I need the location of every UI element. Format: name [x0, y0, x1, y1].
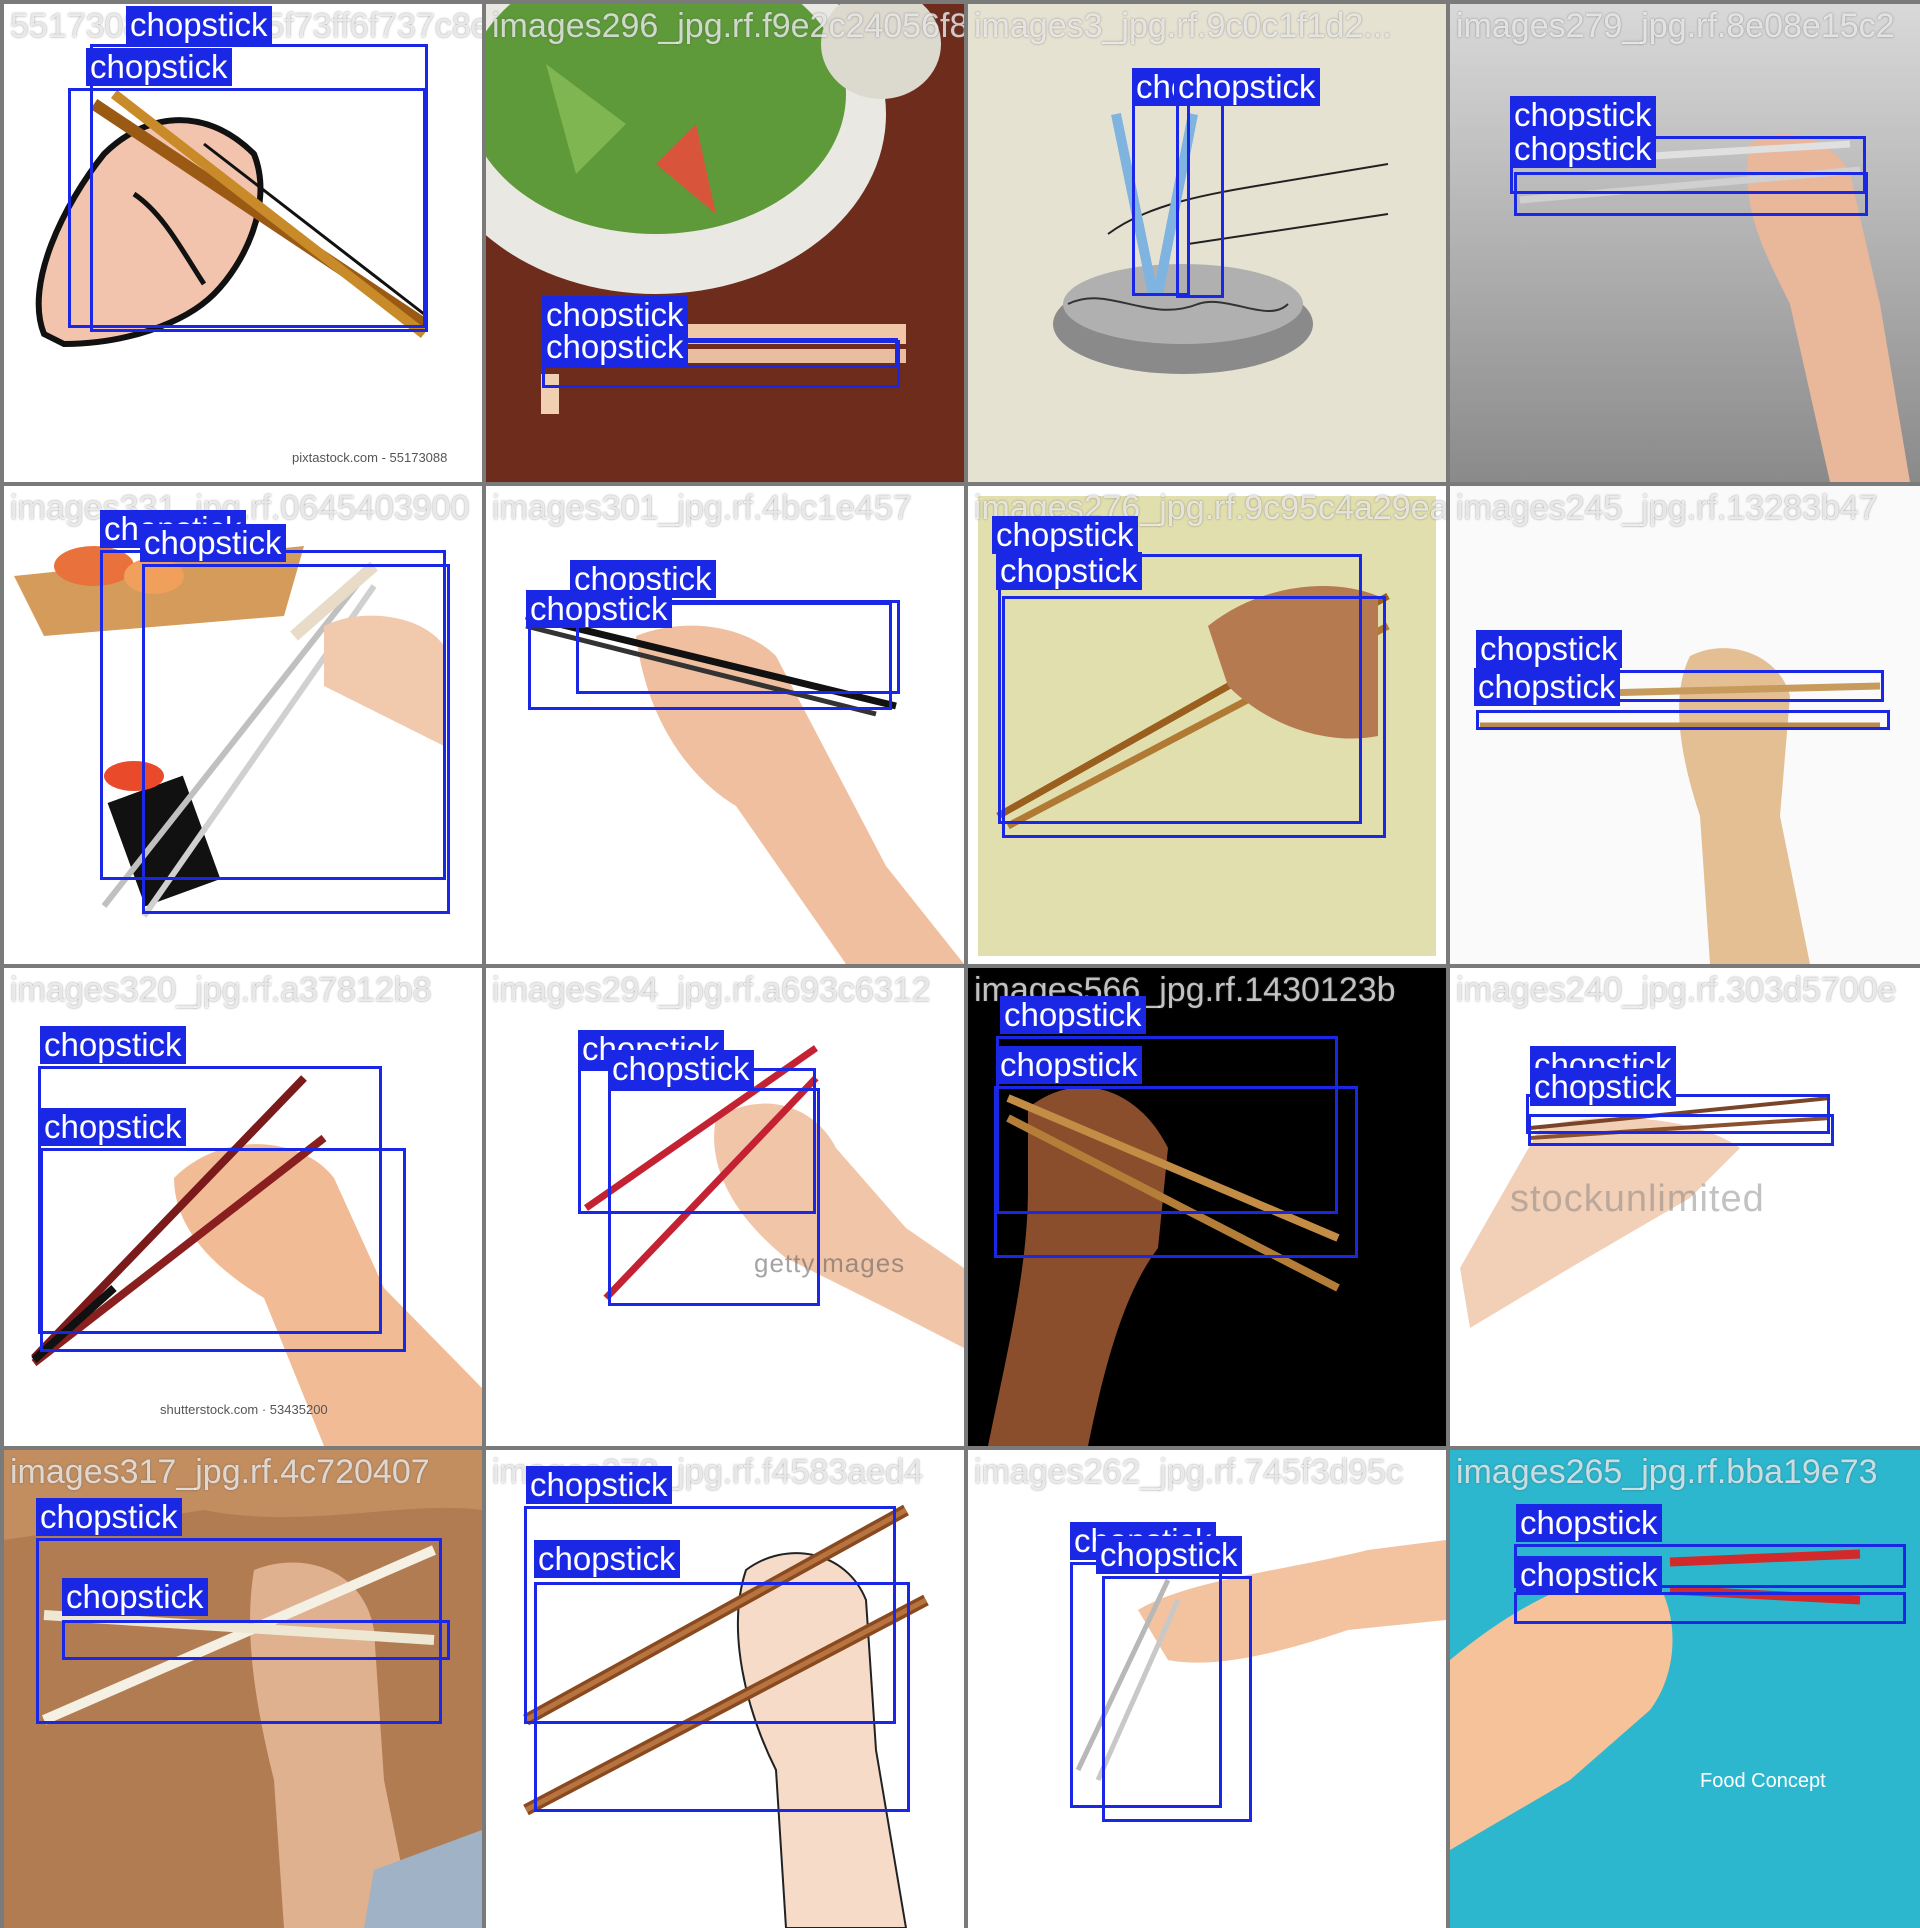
bbox-label: chopstick [996, 1046, 1142, 1084]
bbox-label: chopstick [1096, 1536, 1242, 1574]
image-watermark: shutterstock.com · 53435200 [160, 1402, 328, 1417]
bbox [998, 554, 1362, 824]
bbox [40, 1148, 406, 1352]
bbox-label: chopstick [140, 524, 286, 562]
bbox-label: chopstick [1174, 68, 1320, 106]
bbox-label: chopstick [40, 1108, 186, 1146]
bbox-label: chopstick [1510, 96, 1656, 134]
bbox-label: chopstick [526, 590, 672, 628]
image-filename: images279_jpg.rf.8e08e15c2 [1456, 7, 1895, 45]
tile-9: gettyimages images294_jpg.rf.a693c6312 c… [486, 968, 964, 1446]
bbox-label: chopstick [542, 296, 688, 334]
image-filename: images294_jpg.rf.a693c6312 [492, 971, 931, 1009]
bbox [524, 1506, 896, 1724]
tile-5: images301_jpg.rf.4bc1e457 chopstick chop… [486, 486, 964, 964]
image-filename: images240_jpg.rf.303d5700e [1456, 971, 1897, 1009]
bbox-label: chopstick [40, 1026, 186, 1064]
tile-13: images278_jpg.rf.f4583aed4 chopstick cho… [486, 1450, 964, 1928]
tile-image [1450, 968, 1920, 1446]
bbox [576, 600, 900, 694]
tile-3: images279_jpg.rf.8e08e15c2 chopstick cho… [1450, 4, 1920, 482]
image-filename: images262_jpg.rf.745f3d95c [974, 1453, 1404, 1491]
tile-4: images331_jpg.rf.0645403900 chopstick ch… [4, 486, 482, 964]
bbox [1102, 1576, 1252, 1822]
tile-12: images317_jpg.rf.4c720407 chopstick chop… [4, 1450, 482, 1928]
bbox [36, 1538, 442, 1724]
bbox-label: chopstick [126, 6, 272, 44]
image-filename: images3_jpg.rf.9c0c1f1d2... [974, 7, 1392, 45]
bbox-label: chopstick [36, 1498, 182, 1536]
tile-6: images276_jpg.rf.9c95c4a29eaf0 chopstick… [968, 486, 1446, 964]
image-filename: images320_jpg.rf.a37812b8 [10, 971, 432, 1009]
bbox [1514, 1592, 1906, 1624]
tile-1: images296_jpg.rf.f9e2c24056f8f9b6f76 cho… [486, 4, 964, 482]
image-watermark: pixtastock.com - 55173088 [292, 450, 448, 465]
image-filename: images317_jpg.rf.4c720407 [10, 1453, 430, 1491]
bbox-label: chopstick [542, 328, 688, 366]
bbox [1528, 1114, 1834, 1146]
tile-image [4, 4, 482, 482]
image-filename: images296_jpg.rf.f9e2c24056f8f9b6f76 [492, 7, 964, 45]
bbox-label: chopstick [1476, 630, 1622, 668]
tile-14: images262_jpg.rf.745f3d95c chopstick cho… [968, 1450, 1446, 1928]
tile-2: images3_jpg.rf.9c0c1f1d2... chopstick ch… [968, 4, 1446, 482]
bbox [996, 1036, 1338, 1214]
bbox [62, 1620, 450, 1660]
bbox [142, 564, 450, 914]
tile-7: images245_jpg.rf.13283b47 chopstick chop… [1450, 486, 1920, 964]
image-filename: images245_jpg.rf.13283b47 [1456, 489, 1878, 527]
bbox-label: chopstick [526, 1466, 672, 1504]
tile-11: stockunlimited images240_jpg.rf.303d5700… [1450, 968, 1920, 1446]
bbox-label: chopstick [996, 552, 1142, 590]
bbox [38, 1066, 382, 1334]
bbox-label: chopstick [534, 1540, 680, 1578]
bbox-label: chopstick [1516, 1556, 1662, 1594]
tile-image [486, 4, 964, 482]
bbox-label: chopstick [1510, 130, 1656, 168]
bbox [1176, 102, 1224, 298]
image-watermark: stockunlimited [1510, 1178, 1765, 1220]
bbox-label: chopstick [1530, 1068, 1676, 1106]
bbox-label: chopstick [1000, 996, 1146, 1034]
tile-10: images566_jpg.rf.1430123b chopstick chop… [968, 968, 1446, 1446]
bbox [1476, 710, 1890, 730]
bbox [90, 44, 428, 332]
tile-image [486, 486, 964, 964]
bbox [608, 1088, 820, 1306]
bbox [528, 602, 892, 710]
tile-image [486, 968, 964, 1446]
bbox-label: chopstick [1516, 1504, 1662, 1542]
tile-8: shutterstock.com · 53435200 images320_jp… [4, 968, 482, 1446]
bbox [1514, 1544, 1906, 1588]
image-caption-title: Food Concept [1700, 1770, 1826, 1792]
bbox [1002, 596, 1386, 838]
tile-15: Food Concept images265_jpg.rf.bba19e73 c… [1450, 1450, 1920, 1928]
bbox [534, 1582, 910, 1812]
tile-0: pixtastock.com - 55173088 55173088_jpg.r… [4, 4, 482, 482]
bbox [68, 88, 426, 328]
bbox-label: chopstick [86, 48, 232, 86]
bbox [1514, 172, 1868, 216]
bbox [1578, 670, 1884, 702]
bbox-label: chopstick [992, 516, 1138, 554]
tile-image [486, 1450, 964, 1928]
bbox-label: chopstick [62, 1578, 208, 1616]
image-filename: images301_jpg.rf.4bc1e457 [492, 489, 912, 527]
bbox-label: chopstick [1474, 668, 1620, 706]
tile-image [1450, 1450, 1920, 1928]
tile-image [1450, 4, 1920, 482]
bbox [994, 1086, 1358, 1258]
bbox-label: chopstick [608, 1050, 754, 1088]
image-watermark: gettyimages [754, 1248, 906, 1278]
image-filename: images265_jpg.rf.bba19e73 [1456, 1453, 1878, 1491]
